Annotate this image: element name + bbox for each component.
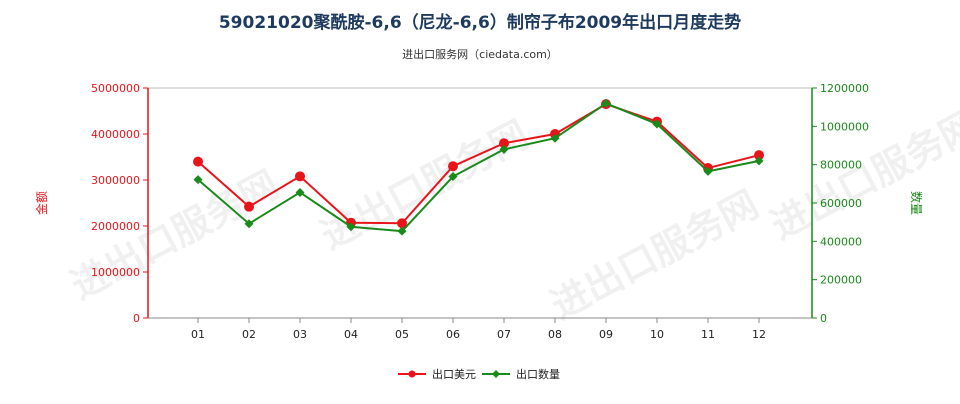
x-tick-label: 08 (548, 328, 562, 341)
x-tick-label: 10 (650, 328, 664, 341)
x-tick-label: 04 (344, 328, 358, 341)
series-line-0 (197, 103, 760, 225)
x-tick-label: 12 (752, 328, 766, 341)
usd-point[interactable] (295, 171, 305, 182)
left-tick-label: 4000000 (91, 128, 140, 141)
right-tick-label: 1000000 (820, 120, 869, 133)
usd-point[interactable] (193, 156, 203, 167)
usd-point[interactable] (754, 150, 764, 161)
left-axis-ticks: 0 1000000 2000000 3000000 4000000 5000000 (91, 82, 148, 325)
quantity-point[interactable] (652, 119, 662, 129)
svg-text:进出口服务网: 进出口服务网 (544, 182, 766, 328)
x-tick-label: 09 (599, 328, 613, 341)
legend-item-usd[interactable]: 出口美元 (398, 367, 476, 381)
chart-subtitle: 进出口服务网（ciedata.com） (402, 47, 558, 61)
quantity-point[interactable] (346, 222, 356, 232)
x-tick-label: 06 (446, 328, 460, 341)
quantity-point[interactable] (244, 219, 254, 229)
quantity-point[interactable] (499, 144, 509, 154)
series-line-1 (197, 102, 760, 233)
legend-usd-marker (408, 370, 416, 378)
series-layer (193, 98, 764, 236)
quantity-point[interactable] (397, 226, 407, 236)
quantity-point[interactable] (448, 172, 458, 182)
x-tick-label: 03 (293, 328, 307, 341)
left-axis-label: 金额 (34, 191, 49, 215)
legend: 出口美元 出口数量 (398, 367, 560, 381)
usd-point[interactable] (499, 138, 509, 149)
x-tick-label: 07 (497, 328, 511, 341)
legend-quantity-marker (492, 370, 500, 378)
quantity-point[interactable] (754, 156, 764, 166)
quantity-point[interactable] (193, 175, 203, 185)
left-tick-label: 5000000 (91, 82, 140, 95)
right-tick-label: 0 (820, 312, 827, 325)
usd-point[interactable] (397, 218, 407, 229)
x-tick-label: 11 (701, 328, 715, 341)
right-tick-label: 600000 (820, 197, 862, 210)
right-tick-label: 200000 (820, 274, 862, 287)
left-tick-label: 3000000 (91, 174, 140, 187)
left-tick-label: 1000000 (91, 266, 140, 279)
svg-text:进出口服务网: 进出口服务网 (314, 112, 536, 258)
legend-item-quantity[interactable]: 出口数量 (482, 367, 560, 381)
right-tick-label: 400000 (820, 235, 862, 248)
quantity-point[interactable] (703, 166, 713, 176)
legend-quantity-label: 出口数量 (516, 367, 560, 381)
right-axis-label: 数量 (909, 191, 924, 215)
x-tick-label: 02 (242, 328, 256, 341)
right-tick-label: 1200000 (820, 82, 869, 95)
right-tick-label: 800000 (820, 159, 862, 172)
legend-usd-label: 出口美元 (432, 367, 476, 381)
watermark: 进出口服务网 进出口服务网 进出口服务网 进出口服务网 (64, 102, 960, 328)
x-tick-label: 01 (191, 328, 205, 341)
left-tick-label: 0 (133, 312, 140, 325)
chart-title: 59021020聚酰胺-6,6（尼龙-6,6）制帘子布2009年出口月度走势 (219, 12, 741, 33)
x-tick-label: 05 (395, 328, 409, 341)
quantity-point[interactable] (550, 133, 560, 143)
usd-point[interactable] (244, 201, 254, 212)
left-tick-label: 2000000 (91, 220, 140, 233)
x-axis-ticks: 01 02 03 04 05 06 07 08 09 10 11 12 (191, 318, 766, 341)
usd-point[interactable] (448, 161, 458, 172)
quantity-point[interactable] (601, 98, 611, 108)
quantity-point[interactable] (295, 187, 305, 197)
right-axis-ticks: 0 200000 400000 600000 800000 1000000 1200000 (812, 82, 869, 325)
